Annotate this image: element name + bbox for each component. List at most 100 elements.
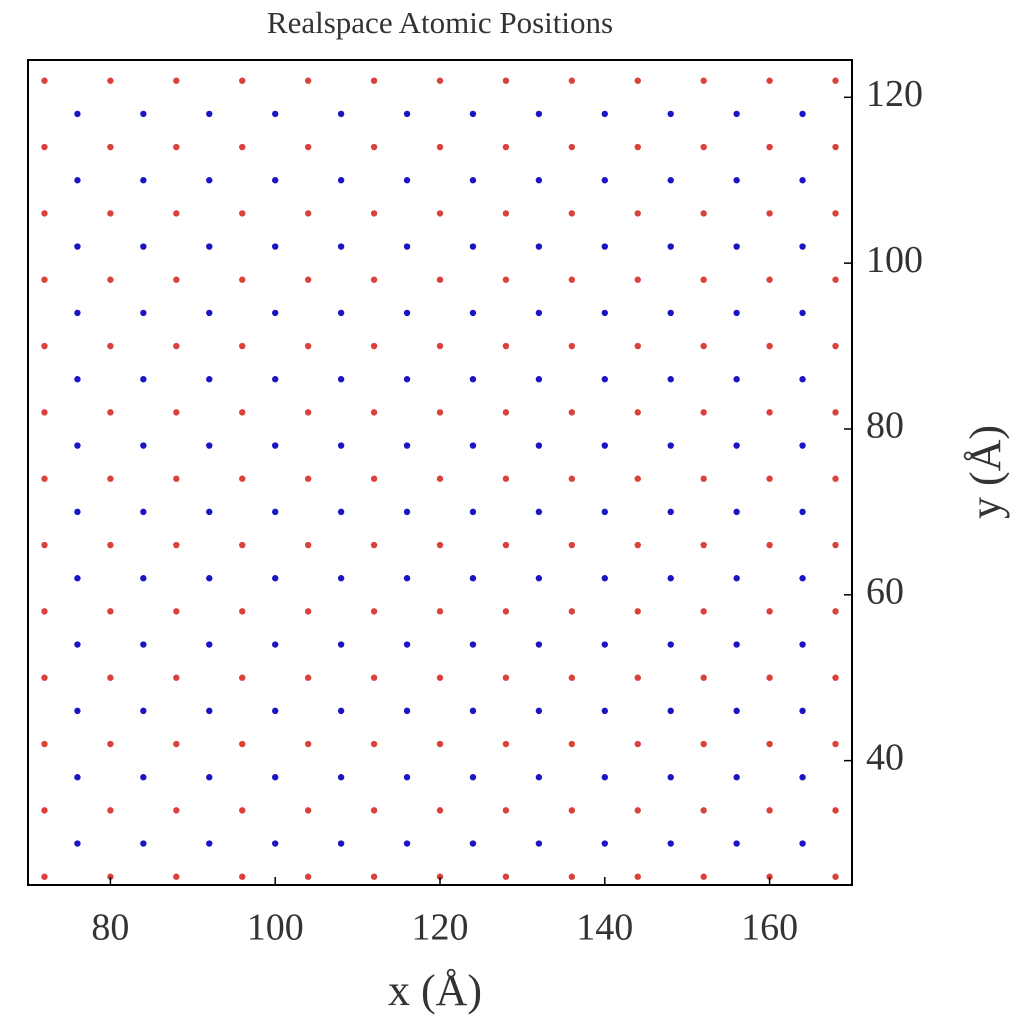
atom — [337, 110, 345, 118]
atom — [502, 541, 510, 549]
x-tick-label: 140 — [576, 907, 633, 949]
y-tick-label: 40 — [866, 736, 904, 778]
atom — [733, 641, 740, 648]
atom — [239, 77, 246, 84]
atom — [568, 674, 576, 681]
atom — [700, 873, 707, 880]
atom — [502, 276, 510, 283]
atom — [41, 77, 48, 84]
atom — [799, 641, 806, 648]
atom — [700, 342, 707, 350]
x-tick-label: 100 — [247, 907, 304, 949]
atom — [733, 376, 740, 383]
atom — [107, 475, 114, 482]
atom — [601, 376, 608, 383]
atom — [502, 608, 510, 615]
atom — [667, 442, 674, 449]
atom — [469, 575, 477, 582]
atom — [799, 177, 806, 184]
atom — [206, 243, 213, 250]
atom — [272, 177, 279, 184]
atom — [140, 442, 147, 449]
atom — [173, 807, 180, 814]
atom — [436, 873, 444, 880]
atom — [436, 475, 444, 482]
atom — [832, 77, 839, 84]
atom — [535, 177, 543, 184]
atom — [304, 740, 312, 748]
atom — [41, 674, 48, 681]
atom — [337, 641, 345, 648]
atom — [370, 77, 378, 84]
atom — [403, 575, 411, 582]
atom — [601, 707, 608, 715]
atom — [601, 575, 608, 582]
atom — [766, 740, 773, 748]
atom — [601, 840, 608, 847]
atom — [634, 409, 641, 416]
atom — [304, 475, 312, 482]
atom — [140, 575, 147, 582]
atom — [370, 276, 378, 283]
atom — [634, 276, 641, 283]
atom — [337, 243, 345, 250]
atom — [272, 840, 279, 847]
atom — [337, 774, 345, 781]
atom — [272, 774, 279, 781]
atom — [337, 309, 345, 317]
atom — [535, 774, 543, 781]
atom — [766, 276, 773, 283]
atom — [634, 342, 641, 350]
atom — [370, 873, 378, 880]
atom — [107, 807, 114, 814]
atom — [107, 541, 114, 549]
atom — [766, 143, 773, 151]
atom — [436, 276, 444, 283]
atom — [370, 210, 378, 217]
atom — [403, 442, 411, 449]
atom — [667, 177, 674, 184]
atom — [436, 674, 444, 681]
atom — [304, 210, 312, 217]
atom — [74, 575, 81, 582]
x-tick-label: 80 — [91, 907, 129, 949]
atom — [173, 475, 180, 482]
atom — [403, 508, 411, 516]
atom — [766, 541, 773, 549]
atom — [140, 177, 147, 184]
atom — [832, 807, 839, 814]
atom — [832, 342, 839, 350]
atom — [601, 508, 608, 516]
atom — [337, 376, 345, 383]
atom — [107, 608, 114, 615]
y-tick-label: 60 — [866, 571, 904, 613]
atom — [74, 774, 81, 781]
atom — [74, 110, 81, 118]
atom — [403, 840, 411, 847]
atom — [403, 177, 411, 184]
atom — [832, 740, 839, 748]
atom — [667, 508, 674, 516]
atom — [568, 873, 576, 880]
atom — [107, 77, 114, 84]
atom — [239, 608, 246, 615]
atom — [370, 740, 378, 748]
atom — [173, 342, 180, 350]
atom — [634, 541, 641, 549]
atom — [502, 740, 510, 748]
plot-frame — [27, 59, 853, 886]
atom — [667, 774, 674, 781]
atom — [272, 575, 279, 582]
atom — [535, 110, 543, 118]
atom — [403, 309, 411, 317]
atom — [74, 641, 81, 648]
atom — [766, 674, 773, 681]
atom — [370, 409, 378, 416]
atom — [206, 309, 213, 317]
atom — [502, 674, 510, 681]
atom — [832, 873, 839, 880]
atom — [304, 342, 312, 350]
atom — [700, 807, 707, 814]
atom — [403, 376, 411, 383]
atom — [700, 541, 707, 549]
